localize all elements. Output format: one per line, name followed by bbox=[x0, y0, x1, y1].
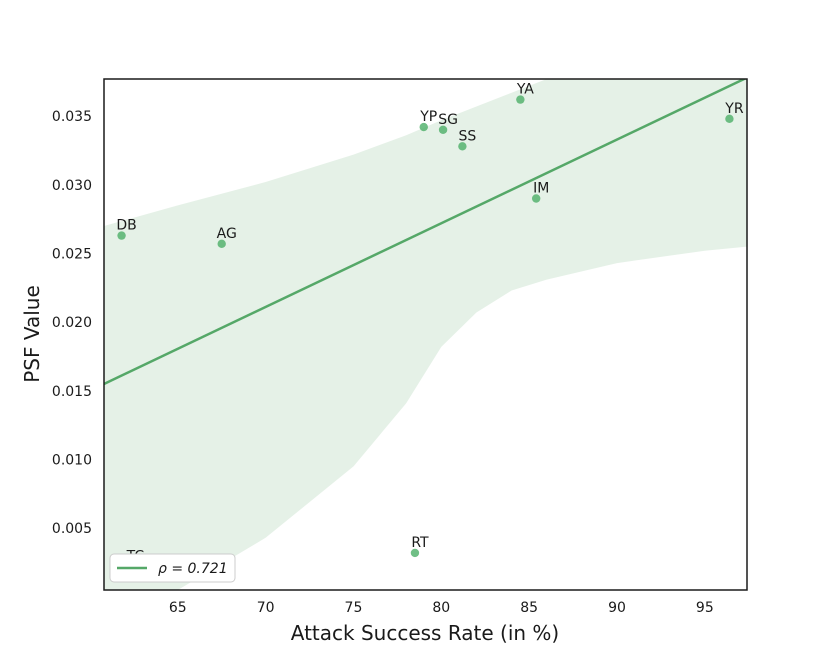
data-point-yp bbox=[419, 122, 428, 132]
legend: ρ = 0.721 bbox=[109, 553, 236, 583]
point-label-db: DB bbox=[116, 218, 136, 234]
point-label-ag: AG bbox=[217, 226, 237, 242]
y-tick-label: 0.015 bbox=[52, 384, 92, 400]
y-tick-label: 0.005 bbox=[52, 521, 92, 537]
x-tick-label: 85 bbox=[520, 600, 538, 616]
plot-area bbox=[104, 79, 747, 590]
data-point-yr bbox=[725, 114, 734, 124]
point-labels: DBAGTCRTYPSGSSYAIMYR bbox=[116, 82, 743, 565]
confidence-band bbox=[104, 79, 747, 590]
point-label-im: IM bbox=[533, 181, 549, 197]
y-tick-label: 0.030 bbox=[52, 178, 92, 194]
x-tick-label: 90 bbox=[608, 600, 626, 616]
point-label-rt: RT bbox=[411, 535, 429, 551]
data-point-im bbox=[531, 194, 541, 203]
data-point-ss bbox=[458, 142, 467, 151]
y-tick-label: 0.035 bbox=[52, 109, 92, 125]
x-tick-label: 75 bbox=[345, 600, 363, 616]
data-point-rt bbox=[410, 548, 420, 558]
x-tick-label: 95 bbox=[696, 600, 714, 616]
plot-frame bbox=[103, 78, 748, 591]
x-axis-ticks: 65 70 75 80 85 90 95 bbox=[169, 600, 714, 616]
y-tick-label: 0.020 bbox=[52, 315, 92, 331]
point-label-ya: YA bbox=[516, 82, 534, 98]
y-tick-label: 0.025 bbox=[52, 246, 92, 262]
y-tick-label: 0.010 bbox=[52, 453, 92, 469]
regression-line bbox=[104, 79, 747, 386]
y-axis-label: PSF Value bbox=[20, 285, 44, 383]
point-label-ss: SS bbox=[459, 128, 477, 144]
data-point-db bbox=[117, 231, 126, 240]
point-label-yp: YP bbox=[419, 109, 437, 125]
legend-box bbox=[109, 553, 236, 583]
data-point-ya bbox=[516, 95, 525, 104]
y-axis-ticks: 0.005 0.010 0.015 0.020 0.025 0.030 0.035 bbox=[52, 109, 92, 537]
data-point-ag bbox=[217, 239, 226, 249]
x-tick-label: 65 bbox=[169, 600, 187, 616]
x-tick-label: 80 bbox=[432, 600, 450, 616]
point-label-yr: YR bbox=[724, 101, 744, 117]
point-label-sg: SG bbox=[438, 112, 458, 128]
x-axis-label: Attack Success Rate (in %) bbox=[291, 621, 560, 645]
legend-label: ρ = 0.721 bbox=[158, 561, 228, 577]
data-point-sg bbox=[438, 125, 448, 135]
x-tick-label: 70 bbox=[257, 600, 275, 616]
